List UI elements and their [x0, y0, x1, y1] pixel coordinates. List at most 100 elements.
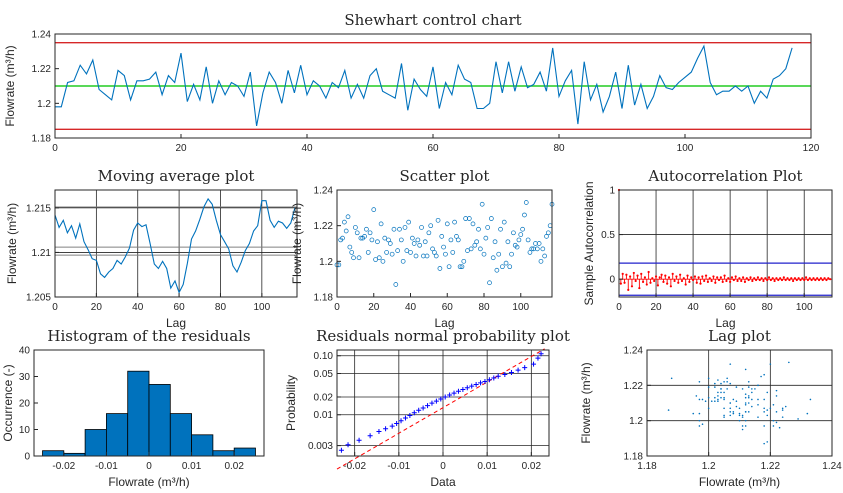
acf-marker	[651, 277, 654, 280]
data-point	[516, 237, 522, 243]
data-point	[544, 234, 549, 239]
chart-histogram: -0.02 -0.01 0 0.01 0.02 0 10 20 30 40 Histogram of…	[1, 327, 265, 489]
x-axis-label: Flowrate (m³/h)	[699, 475, 780, 489]
data-point	[437, 266, 443, 271]
data-point	[744, 396, 747, 399]
acf-marker	[625, 273, 628, 276]
data-point	[345, 214, 351, 220]
data-point	[522, 365, 528, 371]
data-point	[478, 380, 484, 386]
data-point	[407, 413, 413, 419]
y-tick-label: 0.05	[314, 369, 334, 380]
y-tick-label: 1.24	[314, 186, 334, 197]
chart-title: Residuals normal probability plot	[316, 327, 570, 345]
histogram-bar	[233, 447, 256, 457]
acf-marker	[803, 278, 806, 282]
acf-marker	[664, 274, 667, 277]
data-point	[489, 216, 494, 221]
y-axis-label: Flowrate (m³/h)	[290, 203, 304, 284]
data-point	[525, 237, 531, 243]
chart-scatter: 0 20 40 60 80 100 1.18 1.2 1.22 1.24 Scatter plot F…	[290, 167, 555, 330]
x-tick-label: 20	[91, 302, 103, 313]
x-tick-label: 40	[405, 302, 417, 313]
x-tick-label: 0	[146, 461, 152, 472]
data-point	[426, 230, 432, 236]
data-point	[695, 395, 698, 397]
data-point	[345, 442, 351, 448]
data-point	[751, 388, 753, 390]
data-point	[723, 414, 725, 417]
data-point	[402, 415, 408, 421]
acf-marker	[810, 278, 813, 282]
data-point	[763, 407, 765, 410]
data-point	[732, 411, 735, 413]
histogram-bar	[212, 450, 235, 457]
data-point	[452, 219, 457, 225]
acf-marker	[814, 278, 817, 282]
data-point	[729, 402, 732, 404]
y-tick-label: 20	[19, 399, 31, 410]
data-point	[717, 400, 719, 403]
data-point	[428, 223, 434, 229]
data-point	[769, 407, 772, 410]
y-axis-label: Probability	[284, 375, 298, 431]
acf-marker	[777, 278, 780, 282]
reference-line	[336, 348, 545, 470]
data-point	[411, 241, 417, 246]
data-point	[465, 248, 470, 253]
data-point	[415, 237, 421, 243]
data-point	[446, 264, 452, 270]
data-point	[707, 377, 710, 380]
acf-marker	[647, 270, 650, 274]
acf-marker	[808, 277, 811, 280]
x-tick-label: 60	[725, 302, 737, 313]
data-point	[505, 239, 511, 245]
data-point	[744, 402, 747, 404]
data-point	[485, 225, 491, 230]
x-tick-label: 1.18	[637, 461, 657, 472]
data-point	[735, 400, 738, 403]
data-point	[775, 389, 778, 392]
data-point	[353, 225, 358, 230]
histogram-bar	[42, 450, 65, 457]
data-point	[754, 388, 756, 390]
data-point	[455, 388, 461, 394]
x-tick-label: -0.01	[95, 461, 118, 472]
acf-marker	[662, 280, 665, 283]
data-point	[386, 237, 391, 243]
x-tick-label: 100	[253, 302, 270, 313]
data-point	[744, 419, 747, 422]
x-tick-label: -0.02	[52, 461, 75, 472]
data-point	[529, 246, 535, 252]
data-point	[500, 264, 505, 270]
data-point	[763, 425, 765, 427]
x-tick-label: -0.02	[343, 461, 366, 472]
acf-marker	[751, 279, 754, 283]
y-tick-label: 1.18	[314, 293, 334, 304]
data-point	[362, 234, 367, 239]
data-point	[747, 386, 750, 388]
data-point	[670, 377, 673, 380]
data-point	[501, 219, 507, 225]
data-point	[738, 414, 741, 417]
data-point	[536, 241, 542, 246]
acf-marker	[784, 278, 787, 282]
y-tick-label: 40	[19, 346, 31, 357]
data-point	[515, 367, 521, 373]
y-axis-label: Occurrence (-)	[1, 364, 15, 441]
data-point	[781, 407, 784, 410]
acf-marker	[695, 281, 698, 284]
data-point	[534, 246, 540, 252]
x-tick-label: 60	[174, 302, 186, 313]
acf-marker	[758, 278, 761, 282]
y-tick-label: 30	[19, 372, 31, 383]
y-tick-label: 1.205	[26, 293, 51, 304]
data-point	[741, 425, 744, 427]
acf-marker	[754, 278, 758, 282]
y-tick-label: 1.24	[624, 346, 644, 357]
acf-marker	[825, 278, 828, 282]
data-point	[766, 391, 769, 394]
x-axis-label: Lag	[434, 316, 454, 330]
data-point	[482, 378, 488, 384]
series-line	[55, 44, 793, 127]
